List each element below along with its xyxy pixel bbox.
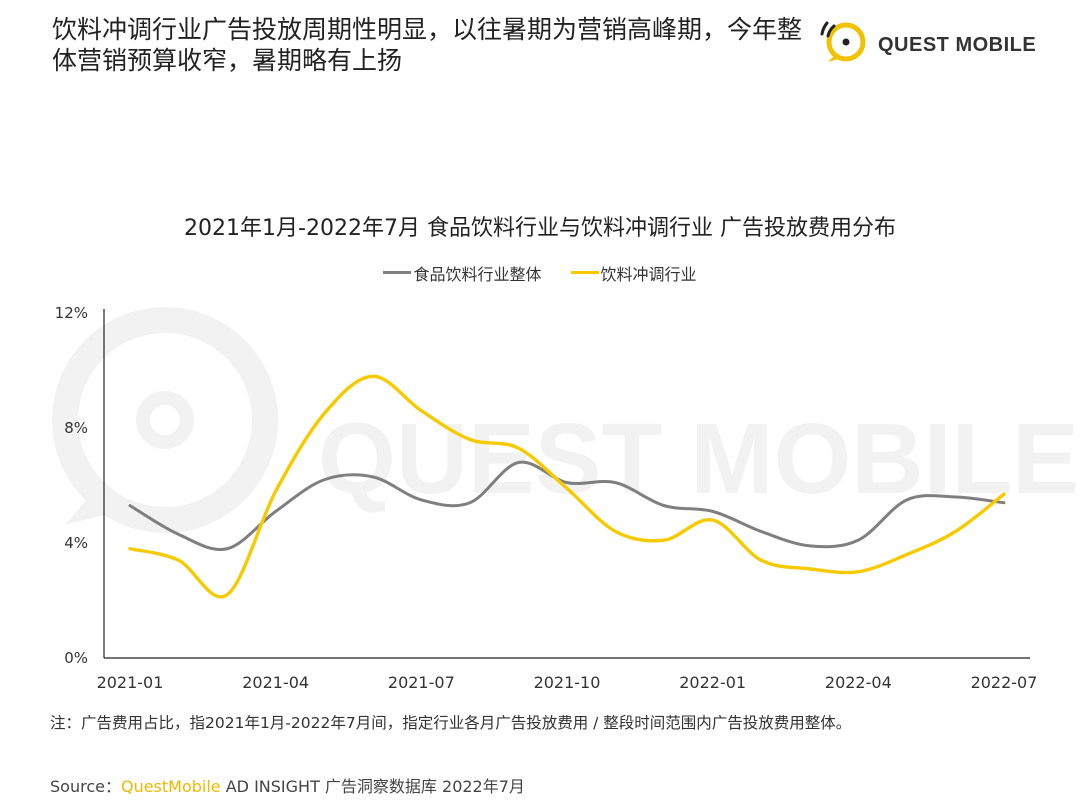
chart-axes: 0% 4% 8% 12% 2021-01 2021-04 2021-07 2021-10 202… — [55, 304, 1038, 692]
legend-label-food-beverage: 食品饮料行业整体 — [413, 264, 542, 284]
legend-item-food-beverage: 食品饮料行业整体 — [383, 261, 541, 285]
series-line-food-beverage — [128, 460, 1006, 552]
chart-title: 2021年1月-2022年7月 食品饮料行业与饮料冲调行业 广告投放费用分布 — [184, 216, 896, 241]
x-tick-label: 2021-01 — [97, 673, 164, 692]
questmobile-logo-icon — [820, 21, 866, 62]
source-line: Source：QuestMobile AD INSIGHT 广告洞察数据库 20… — [50, 773, 525, 797]
legend-swatch-gray — [383, 271, 412, 274]
x-tick-label: 2022-04 — [825, 673, 892, 692]
source-brand: QuestMobile — [120, 777, 221, 796]
series-line-beverage-brewing — [128, 374, 1006, 599]
chart-series — [128, 374, 1006, 599]
y-tick-label: 8% — [64, 419, 88, 437]
legend-label-beverage-brewing: 饮料冲调行业 — [600, 264, 697, 284]
legend-item-beverage-brewing: 饮料冲调行业 — [570, 261, 697, 285]
x-tick-label: 2021-07 — [388, 673, 455, 692]
x-tick-label: 2022-07 — [971, 673, 1038, 692]
x-tick-label: 2021-10 — [534, 673, 601, 692]
y-tick-label: 12% — [55, 304, 88, 322]
line-chart: QUEST MOBILE 0% 4% 8% 12% 2021-01 2021-04 2021… — [52, 304, 1079, 692]
legend-swatch-yellow — [570, 271, 599, 274]
chart-legend: 食品饮料行业整体 饮料冲调行业 — [0, 259, 1080, 285]
x-tick-label: 2021-04 — [242, 673, 309, 692]
watermark: QUEST MOBILE — [52, 307, 1079, 533]
y-tick-label: 4% — [64, 534, 88, 552]
y-tick-label: 0% — [64, 649, 88, 667]
source-prefix: Source： — [50, 777, 121, 796]
x-tick-label: 2022-01 — [679, 673, 746, 692]
footnote: 注：广告费用占比，指2021年1月-2022年7月间，指定行业各月广告投放费用 … — [50, 714, 852, 732]
questmobile-logo: QUEST MOBILE — [818, 14, 1043, 70]
logo-text: QUEST MOBILE — [878, 34, 1037, 56]
headline: 饮料冲调行业广告投放周期性明显，以往暑期为营销高峰期，今年整体营销预算收窄，暑期… — [52, 15, 803, 75]
source-rest: AD INSIGHT 广告洞察数据库 2022年7月 — [220, 777, 525, 796]
